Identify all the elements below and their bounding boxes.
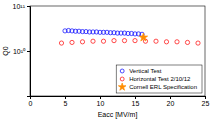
- x-axis-line: [31, 97, 206, 100]
- y-axis-title: Q0: [2, 46, 10, 55]
- legend-item: Horizontal Test 2/10/12: [120, 76, 191, 82]
- plot-frame: [30, 6, 205, 96]
- point: [91, 39, 95, 43]
- y-tick: 10¹⁰: [13, 48, 30, 55]
- x-tick-label: 25: [202, 100, 210, 107]
- x-tick: 25: [202, 96, 210, 107]
- legend-label: Horizontal Test 2/10/12: [129, 76, 191, 82]
- y-tick-mark: [27, 51, 30, 52]
- point: [154, 39, 158, 43]
- x-tick: 5: [64, 96, 68, 107]
- x-tick-label: 20: [167, 100, 175, 107]
- y-axis-line: [27, 7, 31, 97]
- point: [196, 41, 200, 45]
- legend: Vertical Test Horizontal Test 2/10/12 Corn…: [116, 65, 202, 93]
- x-tick: 0: [29, 96, 33, 107]
- plot-area: [59, 28, 200, 45]
- point: [133, 39, 137, 43]
- point: [112, 39, 116, 43]
- series: [139, 33, 147, 41]
- point: [59, 41, 63, 45]
- point: [80, 40, 84, 44]
- x-tick-label: 0: [29, 100, 33, 107]
- x-tick-mark: [135, 96, 136, 99]
- legend-marker: [118, 83, 126, 90]
- series: [59, 39, 200, 46]
- chart: 0 5 10 15 20 25 10¹⁰ 10¹¹ Eacc [MV/m] Q0 Vertical …: [0, 0, 210, 120]
- x-tick-mark: [205, 96, 206, 99]
- x-tick: 10: [97, 96, 105, 107]
- x-tick: 15: [132, 96, 140, 107]
- point: [139, 33, 147, 41]
- legend-marker: [120, 69, 124, 73]
- point: [185, 40, 189, 44]
- legend-item: Cornell ERL Specification: [118, 83, 197, 90]
- x-tick-label: 5: [64, 100, 68, 107]
- y-tick-mark: [27, 6, 30, 7]
- x-tick-mark: [65, 96, 66, 99]
- legend-box: [116, 65, 202, 93]
- y-tick-label: 10¹¹: [13, 3, 26, 10]
- x-tick-label: 10: [97, 100, 105, 107]
- y-axis: 10¹⁰ 10¹¹: [13, 3, 31, 97]
- x-axis: 0 5 10 15 20 25: [29, 96, 210, 107]
- x-tick-label: 15: [132, 100, 140, 107]
- point: [101, 39, 105, 43]
- legend-marker: [120, 77, 124, 81]
- legend-item: Vertical Test: [120, 68, 162, 74]
- point: [122, 39, 126, 43]
- series: [63, 28, 144, 36]
- x-axis-title: Eacc [MV/m]: [98, 111, 138, 119]
- x-tick: 20: [167, 96, 175, 107]
- y-tick: 10¹¹: [13, 3, 30, 10]
- point: [70, 40, 74, 44]
- x-tick-mark: [100, 96, 101, 99]
- legend-label: Vertical Test: [129, 68, 162, 74]
- y-tick-label: 10¹⁰: [13, 48, 26, 55]
- x-tick-mark: [170, 96, 171, 99]
- point: [164, 40, 168, 44]
- legend-label: Cornell ERL Specification: [129, 84, 197, 90]
- point: [175, 40, 179, 44]
